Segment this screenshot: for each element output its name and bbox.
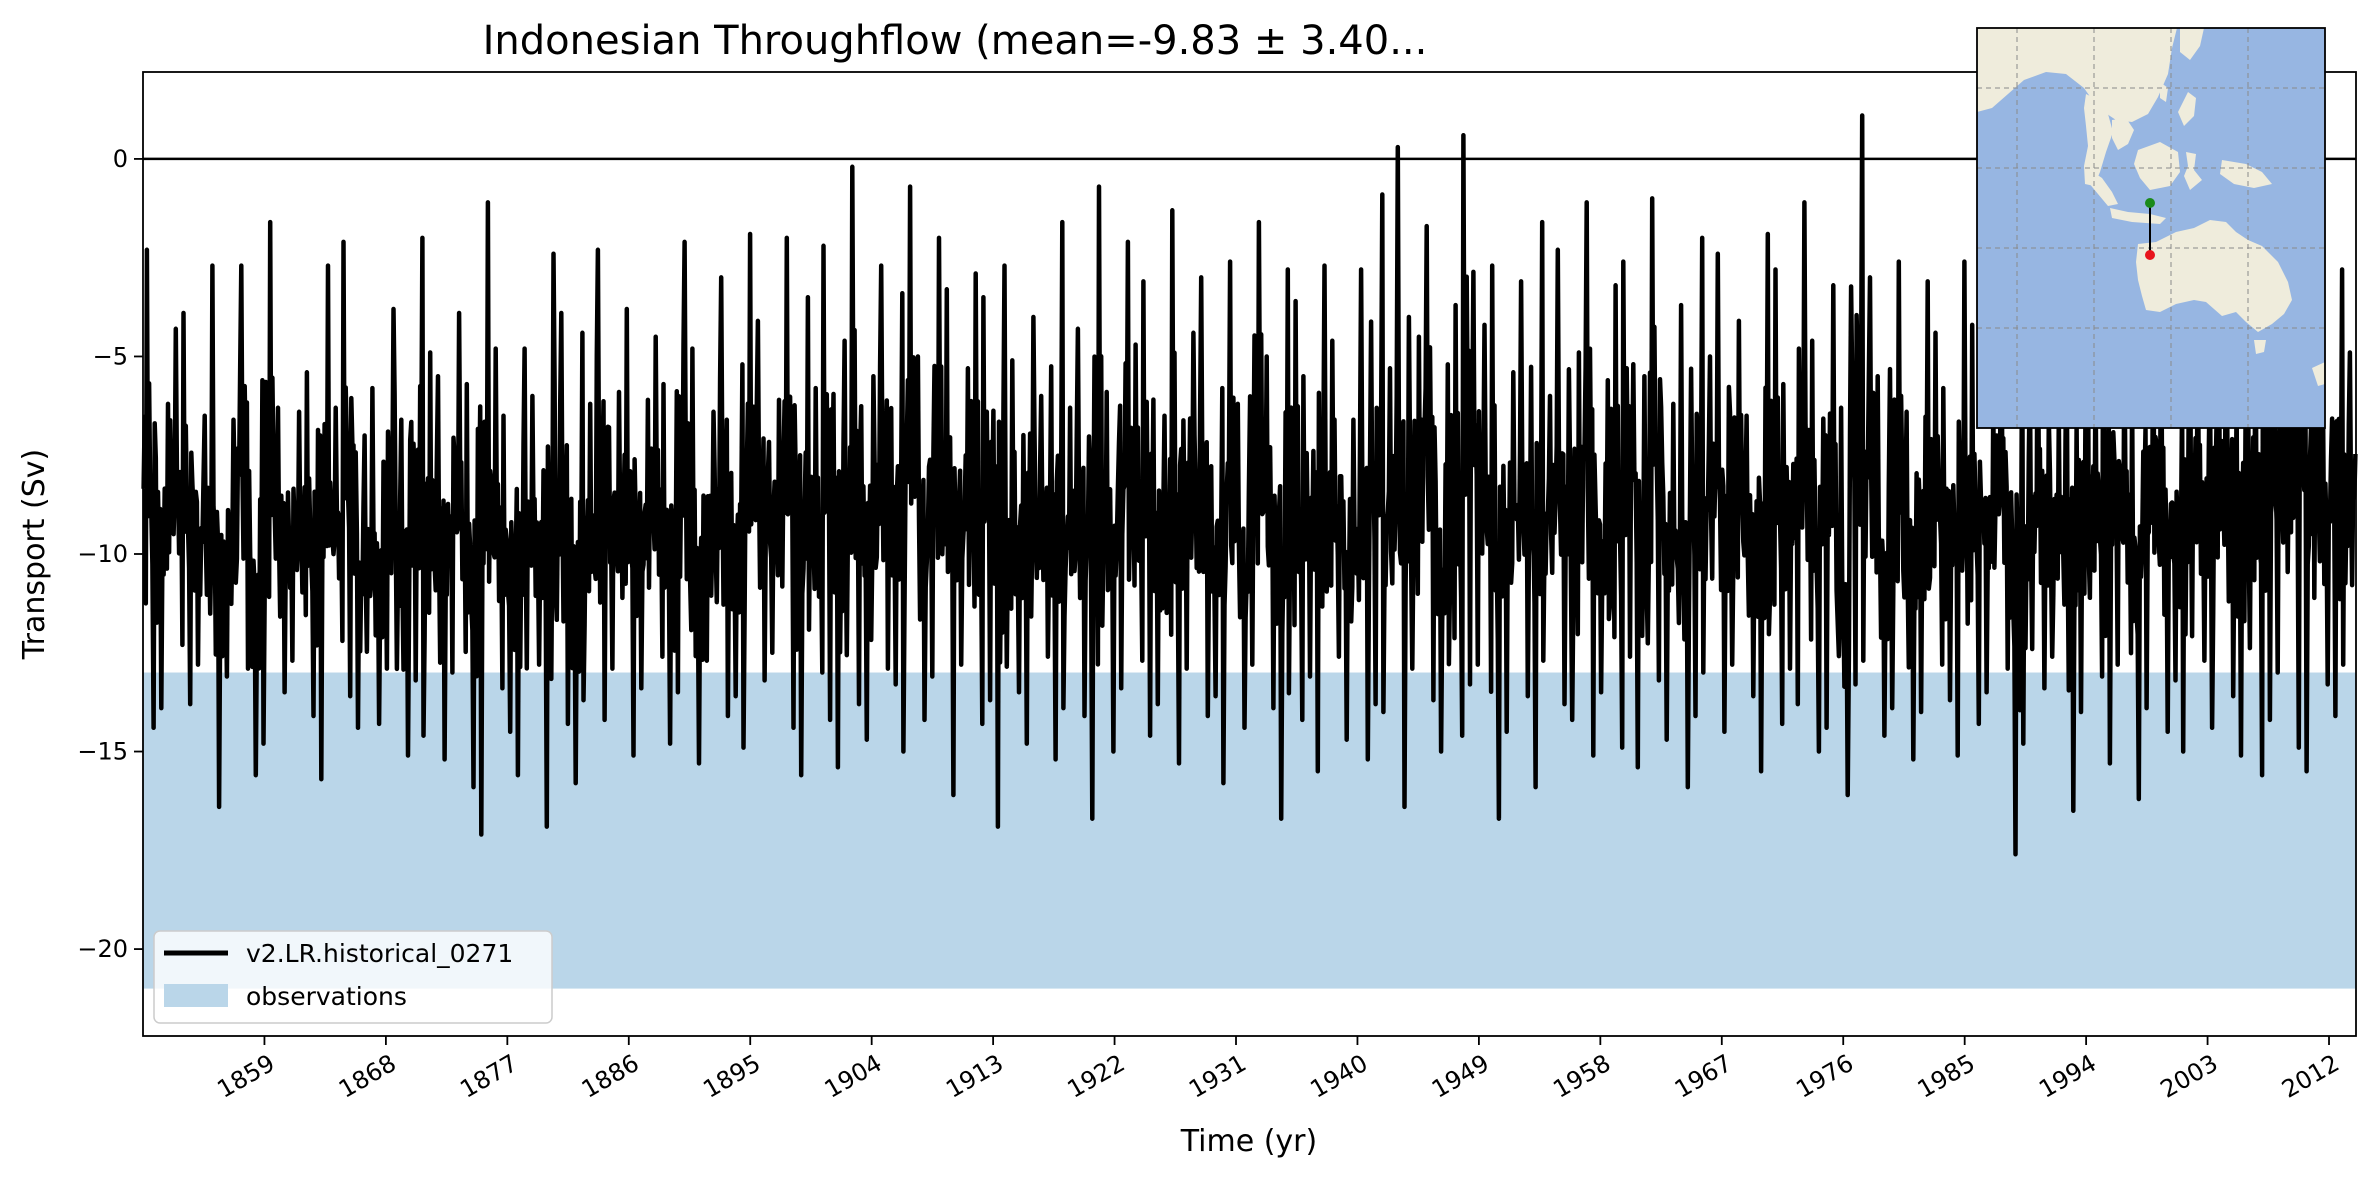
y-tick-label: −10: [77, 540, 128, 568]
y-axis: 0 −5 −10 −15 −20: [77, 145, 143, 963]
map-land: [1977, 28, 2325, 386]
series-model-line: [141, 113, 2358, 857]
y-tick-label: −5: [93, 342, 128, 370]
map-start-point: [2145, 198, 2155, 208]
y-tick-label: −15: [77, 738, 128, 766]
legend-box: [153, 930, 553, 1024]
map-gridlines: [1977, 28, 2325, 428]
x-axis-label: Time (yr): [1180, 1124, 1317, 1159]
legend-entry-observations: observations: [246, 982, 407, 1011]
map-end-point: [2145, 250, 2155, 260]
map-frame: [1976, 27, 2326, 429]
y-tick-label: −20: [77, 935, 128, 963]
inset-map: [1976, 27, 2326, 429]
y-tick-label: 0: [113, 145, 128, 173]
legend-entry-model: v2.LR.historical_0271: [246, 939, 513, 968]
legend-band-swatch: [164, 984, 228, 1007]
chart-title: Indonesian Throughflow (mean=-9.83 ± 3.4…: [483, 18, 1428, 64]
y-axis-label: Transport (Sv): [17, 449, 52, 661]
legend: v2.LR.historical_0271 observations: [153, 930, 553, 1024]
